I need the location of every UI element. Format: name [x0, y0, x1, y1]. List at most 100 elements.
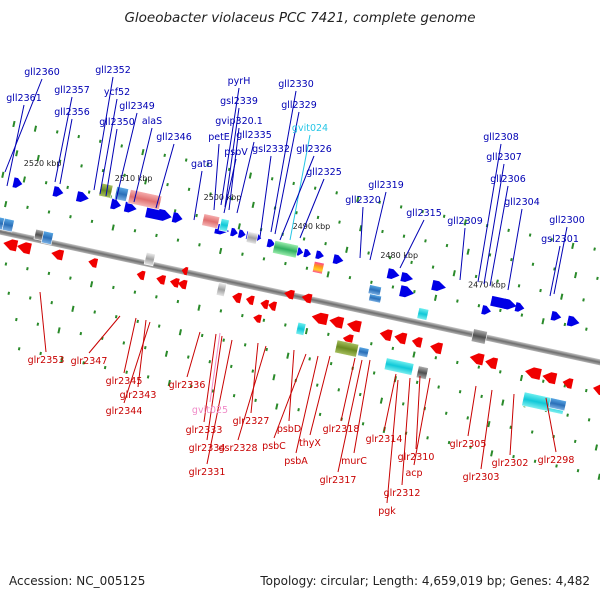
tick-mark: [82, 361, 85, 365]
reverse-gene-label: acp: [405, 468, 422, 479]
tick-mark: [356, 195, 360, 203]
tick-mark: [367, 251, 370, 255]
tick-mark: [123, 173, 126, 177]
forward-gene: [110, 198, 121, 210]
forward-gene-label: ycf52: [104, 87, 130, 98]
leader-line: [213, 143, 220, 211]
reverse-gene: [232, 292, 243, 304]
forward-gene: [52, 186, 64, 197]
reverse-gene-label: glr2333: [186, 425, 223, 436]
tick-mark: [424, 239, 427, 243]
tick-mark: [530, 430, 534, 434]
forward-gene: [145, 206, 172, 221]
feature-block: [295, 321, 307, 336]
reverse-gene-label: psbA: [284, 456, 308, 467]
tick-mark: [370, 280, 373, 284]
reverse-gene-label: glr2298: [538, 455, 575, 466]
tick-mark: [262, 257, 266, 261]
forward-gene: [431, 279, 446, 291]
leader-line: [123, 321, 151, 404]
tick-mark: [528, 233, 532, 237]
tick-mark: [173, 209, 177, 213]
leader-line: [274, 111, 300, 235]
leader-line: [220, 87, 240, 206]
forward-gene-label: gll2357: [54, 85, 90, 96]
tick-mark: [57, 327, 61, 334]
tick-mark: [47, 210, 51, 214]
tick-mark: [79, 331, 83, 336]
forward-gene-label: gll2361: [6, 93, 42, 104]
tick-mark: [520, 313, 524, 317]
reverse-gene-label: glr2302: [492, 458, 529, 469]
forward-gene: [12, 177, 23, 188]
tick-mark: [69, 215, 72, 219]
forward-gene: [566, 315, 580, 327]
tick-mark: [237, 223, 241, 230]
tick-mark: [327, 332, 330, 337]
tick-mark: [167, 379, 171, 387]
genome-backbone: [0, 217, 600, 377]
leader-line: [155, 143, 175, 209]
tick-mark: [574, 272, 578, 279]
forward-gene-label: gll2350: [99, 117, 135, 128]
tick-mark: [426, 436, 429, 440]
leader-line: [203, 333, 217, 423]
reverse-gene-label: glr2310: [398, 452, 435, 463]
tick-mark: [230, 197, 234, 201]
tick-mark: [442, 214, 446, 218]
feature-block: [357, 346, 370, 359]
tick-mark: [399, 205, 403, 209]
leader-line: [54, 96, 73, 183]
reverse-gene: [411, 337, 423, 348]
reverse-gene-label: glr2331: [189, 467, 226, 478]
reverse-gene-label: glr2303: [463, 472, 500, 483]
tick-mark: [275, 403, 279, 410]
tick-mark: [120, 144, 124, 148]
tick-mark: [302, 237, 306, 241]
leader-line: [186, 331, 201, 378]
tick-mark: [560, 293, 564, 300]
tick-mark: [318, 412, 322, 417]
tick-mark: [4, 200, 8, 208]
forward-gene-label: psbV: [224, 147, 248, 158]
tick-mark: [593, 247, 596, 251]
tick-mark: [229, 364, 233, 369]
tick-mark: [381, 229, 384, 234]
leader-line: [545, 397, 557, 453]
tick-mark: [510, 257, 513, 262]
forward-gene-label: gvit024: [292, 123, 328, 134]
leader-line: [223, 158, 237, 214]
tick-mark: [157, 324, 161, 328]
forward-gene-label: gll2307: [486, 152, 522, 163]
leader-line: [553, 226, 568, 295]
leader-line: [133, 127, 153, 203]
tick-mark: [388, 256, 392, 260]
tick-mark: [571, 242, 575, 250]
tick-mark: [286, 352, 290, 359]
leader-line: [509, 393, 515, 456]
tick-mark: [335, 191, 338, 195]
tick-mark: [103, 365, 107, 370]
tick-mark: [378, 200, 381, 204]
leader-line: [489, 185, 509, 287]
feature-block: [383, 357, 415, 376]
tick-mark: [22, 176, 26, 183]
leader-line: [353, 359, 371, 454]
tick-mark: [421, 209, 424, 214]
leader-line: [337, 359, 363, 473]
leader-line: [39, 291, 47, 353]
reverse-gene: [394, 332, 408, 345]
leader-line: [309, 355, 331, 436]
leader-line: [93, 76, 114, 191]
forward-gene: [386, 268, 400, 279]
reverse-gene: [311, 312, 329, 326]
tick-mark: [4, 262, 8, 266]
tick-mark: [326, 271, 330, 278]
tick-mark: [458, 390, 462, 394]
tick-mark: [272, 374, 276, 381]
forward-gene-label: gll2356: [54, 107, 90, 118]
tick-mark: [17, 347, 21, 351]
leader-line: [383, 373, 397, 432]
leader-line: [549, 245, 561, 297]
